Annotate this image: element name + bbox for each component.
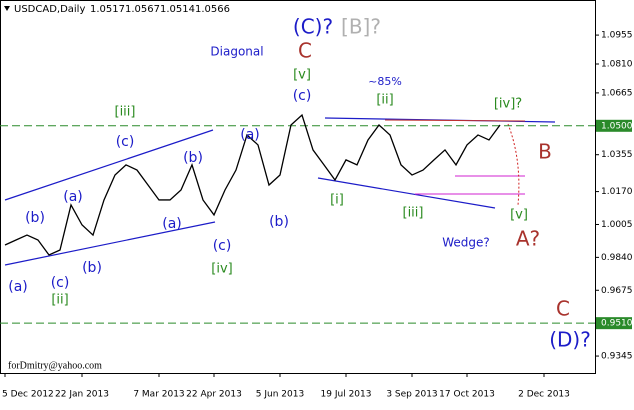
x-tick-label: 3 Sep 2013 [386, 390, 437, 400]
x-tick-label: 7 Mar 2013 [133, 390, 184, 400]
level-label: 0.9510 [601, 319, 633, 329]
chart-title: USDCAD,Daily [14, 4, 85, 15]
wave-label: [ii] [51, 293, 68, 308]
wave-label: (a) [240, 127, 260, 143]
x-tick-label: 2 Dec 2013 [518, 390, 570, 400]
resistance-line [384, 119, 526, 122]
wave-label: (a) [162, 216, 182, 232]
header-icon [4, 6, 10, 11]
wave-label: B [538, 140, 552, 164]
channel-upper [4, 129, 214, 201]
x-tick-label: 19 Jul 2013 [321, 390, 372, 400]
ohlc-low: 1.0514 [160, 4, 195, 15]
y-tick-label: 1.0665 [601, 88, 633, 98]
y-tick-label: 0.9675 [601, 286, 633, 296]
wave-label: A? [516, 227, 540, 251]
wave-label: (c) [116, 134, 135, 150]
level-label-box [596, 317, 632, 330]
ohlc-open: 1.0517 [90, 4, 125, 15]
price-line [4, 113, 501, 256]
y-tick-label: 1.0170 [601, 187, 633, 197]
wave-label: (D)? [549, 328, 591, 352]
wave-label: (C)? [293, 15, 333, 39]
wave-label: [ii] [376, 93, 393, 108]
y-tick-label: 0.9345 [601, 352, 633, 362]
level-label-box [596, 119, 632, 132]
wave-label: [iii] [403, 206, 424, 221]
wave-label: [B]? [341, 15, 381, 39]
level-label: 1.0500 [601, 121, 633, 131]
x-tick-label: 5 Dec 2012 [2, 390, 54, 400]
x-tick-label: 22 Jan 2013 [55, 390, 109, 400]
ohlc-close: 1.0566 [195, 4, 230, 15]
wave-label: [iii] [115, 105, 136, 120]
x-tick-label: 5 Jun 2013 [256, 390, 304, 400]
plot-frame [0, 0, 596, 374]
y-tick-label: 0.9840 [601, 253, 633, 263]
wave-label: C [298, 39, 312, 63]
y-tick-label: 1.0005 [601, 220, 633, 230]
x-tick-label: 22 Apr 2013 [186, 390, 242, 400]
wave-label: (b) [82, 260, 102, 276]
y-tick-label: 1.0810 [601, 59, 633, 69]
wave-label: C [556, 297, 570, 321]
wave-label: [iv] [211, 262, 232, 277]
channel-lower [4, 221, 216, 266]
ohlc-high: 1.0567 [125, 4, 160, 15]
y-tick-label: 1.0955 [601, 31, 633, 41]
wave-label: (b) [183, 150, 203, 166]
y-tick-label: 1.0355 [601, 150, 633, 160]
wave-label: (c) [293, 88, 312, 104]
wave-label: [i] [330, 193, 344, 208]
wave-label: (c) [51, 275, 70, 291]
wedge-lower [317, 177, 496, 209]
wave-label: (b) [269, 214, 289, 230]
wave-label: [v] [293, 68, 311, 83]
projection-path [507, 123, 520, 206]
wave-label: (b) [25, 210, 45, 226]
wave-label: (c) [213, 238, 232, 254]
footer: forDmitry@yahoo.com [8, 360, 102, 371]
wave-label: ~85% [368, 75, 402, 88]
x-tick-label: 17 Oct 2013 [439, 390, 495, 400]
wave-label: (a) [63, 189, 83, 205]
wave-label: [v] [510, 208, 528, 223]
wave-label: (a) [8, 279, 28, 295]
wave-label: Diagonal [210, 45, 263, 59]
wave-label: Wedge? [442, 236, 490, 250]
wave-label: [iv]? [494, 97, 522, 112]
